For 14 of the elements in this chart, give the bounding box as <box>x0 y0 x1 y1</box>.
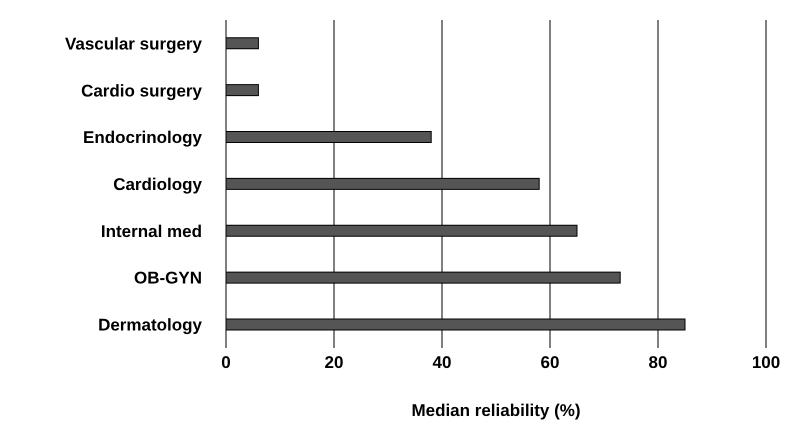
x-tick-label: 100 <box>752 353 780 372</box>
y-tick-label: Endocrinology <box>83 128 203 148</box>
x-tick-label: 60 <box>540 353 560 372</box>
x-axis-title: Median reliability (%) <box>411 401 581 420</box>
y-tick-label: Cardio surgery <box>81 81 203 100</box>
x-tick-label: 80 <box>648 353 668 372</box>
y-tick-label: Internal med <box>100 222 202 241</box>
y-tick-label: OB-GYN <box>134 268 202 288</box>
x-tick-label: 40 <box>432 353 452 372</box>
x-tick-label: 0 <box>221 353 231 372</box>
y-tick-label: Vascular surgery <box>64 34 203 54</box>
y-tick-label: Dermatology <box>98 316 203 335</box>
y-tick-label: Cardiology <box>113 175 203 194</box>
x-tick-label: 20 <box>324 353 344 372</box>
